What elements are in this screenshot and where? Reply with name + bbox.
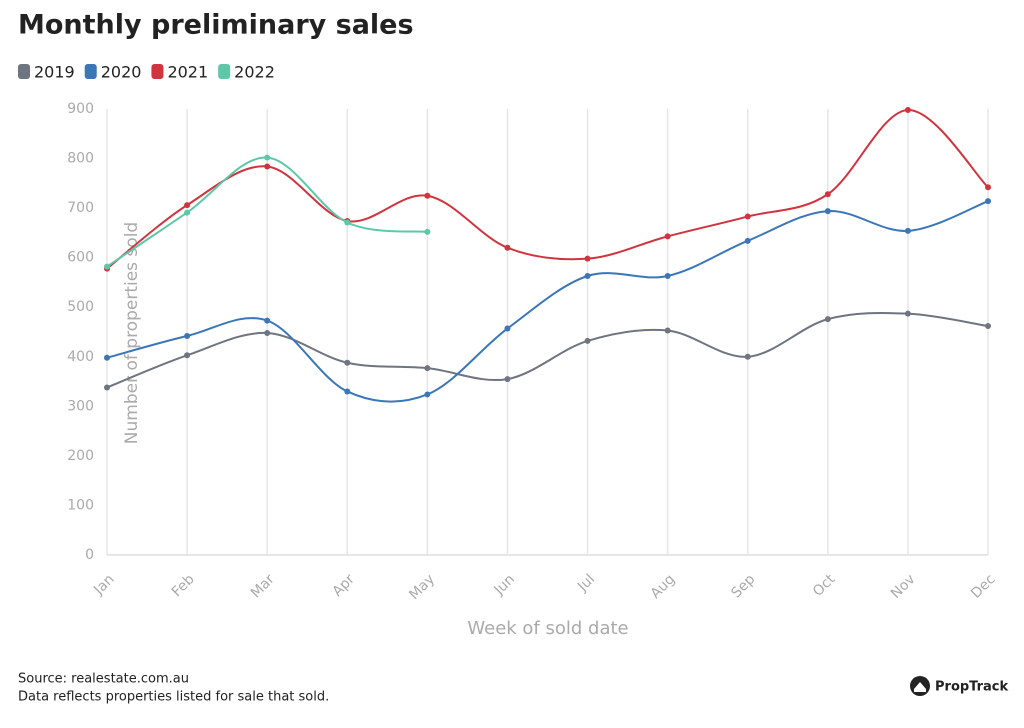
x-tick-label: Sep xyxy=(728,571,758,601)
legend-swatch xyxy=(18,64,30,79)
point xyxy=(344,388,351,395)
logo: PropTrack xyxy=(935,680,1009,695)
y-tick-label: 400 xyxy=(67,349,94,365)
x-tick-label: May xyxy=(406,571,438,603)
line xyxy=(106,200,989,403)
line xyxy=(106,108,989,270)
legend-label: 2019 xyxy=(34,63,75,82)
y-tick-label: 100 xyxy=(67,497,94,513)
x-tick-label: Jun xyxy=(491,571,518,598)
point xyxy=(344,219,351,226)
legend-swatch xyxy=(84,64,97,79)
point xyxy=(424,365,431,372)
y-tick-label: 200 xyxy=(67,448,94,464)
legend-label: 2022 xyxy=(234,63,275,82)
point xyxy=(104,384,110,391)
point xyxy=(424,192,431,199)
point xyxy=(904,106,911,113)
x-tick-label: Apr xyxy=(329,571,358,600)
point xyxy=(584,337,591,344)
logo-house xyxy=(914,682,926,692)
point xyxy=(264,163,271,170)
point xyxy=(744,353,751,360)
legend-label: 2020 xyxy=(101,63,142,82)
point xyxy=(744,237,751,244)
point xyxy=(424,228,431,235)
x-tick-label: Oct xyxy=(810,571,839,600)
legend-label: 2021 xyxy=(167,63,208,82)
point xyxy=(504,325,511,332)
point xyxy=(184,202,191,209)
y-tick-label: 600 xyxy=(67,250,94,266)
point xyxy=(664,327,671,334)
point xyxy=(104,263,110,270)
point xyxy=(584,255,591,262)
chart-title: Monthly preliminary sales xyxy=(18,10,414,41)
x-tick-label: Dec xyxy=(968,571,998,601)
point xyxy=(184,209,191,216)
x-tick-label: Nov xyxy=(888,571,919,602)
point xyxy=(985,184,991,191)
y-tick-label: 300 xyxy=(67,398,94,414)
point xyxy=(504,376,511,383)
point xyxy=(344,359,351,366)
point xyxy=(824,191,831,198)
point xyxy=(985,198,991,205)
source: Source: realestate.com.au xyxy=(18,672,189,687)
point xyxy=(184,332,191,339)
x-tick-label: Mar xyxy=(248,571,278,601)
note: Data reflects properties listed for sale… xyxy=(18,690,329,705)
x-tick-label: Jan xyxy=(90,571,117,598)
point xyxy=(824,208,831,215)
y-tick-label: 0 xyxy=(85,547,94,563)
point xyxy=(744,213,751,220)
point xyxy=(904,227,911,234)
point xyxy=(184,352,191,359)
point xyxy=(664,273,671,280)
y-axis-label: Number of properties sold xyxy=(122,222,142,444)
point xyxy=(424,391,431,398)
legend-swatch xyxy=(218,64,231,79)
x-tick-label: Aug xyxy=(648,571,679,602)
y-tick-label: 900 xyxy=(67,101,94,117)
x-tick-label: Jul xyxy=(574,571,598,595)
point xyxy=(824,316,831,323)
point xyxy=(985,323,991,330)
y-tick-label: 700 xyxy=(67,200,94,216)
point xyxy=(904,310,911,317)
y-tick-label: 800 xyxy=(67,151,94,167)
x-tick-label: Feb xyxy=(169,571,198,600)
y-tick-label: 500 xyxy=(67,299,94,315)
point xyxy=(104,354,110,361)
point xyxy=(264,317,271,324)
point xyxy=(584,273,591,280)
x-axis-label: Week of sold date xyxy=(467,618,628,639)
point xyxy=(264,154,271,161)
line xyxy=(106,311,989,389)
point xyxy=(664,233,671,240)
point xyxy=(504,244,511,251)
point xyxy=(264,329,271,336)
legend-swatch xyxy=(151,64,164,79)
